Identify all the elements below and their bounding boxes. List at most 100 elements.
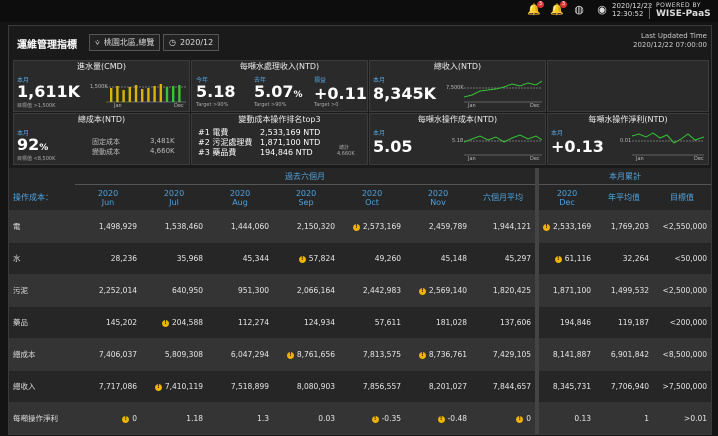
table-cell: ! 0 (471, 402, 538, 434)
top3-cost-card[interactable]: 變動成本操作排名top3 #1 電費 2,533,169 NTD #2 污泥處理費… (191, 113, 368, 165)
user-icon[interactable]: ◉ (597, 3, 607, 16)
warning-icon[interactable]: ! (371, 415, 379, 423)
table-cell: 49,260 (339, 242, 405, 275)
notification-badge: 3 (537, 1, 544, 8)
intake-bar (128, 87, 131, 102)
topbar-divider (649, 3, 650, 19)
table-row[interactable]: 總收入 7,717,086! 7,410,119 7,518,899 8,080,903… (9, 370, 712, 403)
warning-icon[interactable]: ! (437, 415, 445, 423)
top3-title: 變動成本操作排名top3 (238, 115, 321, 124)
table-cell: 6,047,294 (207, 338, 273, 371)
intake-ref-label: 1,500K (90, 84, 108, 90)
warning-icon[interactable]: ! (154, 383, 162, 391)
col-yearly-avg: 年平均值 (608, 193, 641, 202)
intake-bar (110, 88, 113, 102)
intake-card[interactable]: 進水量(CMD) 本月 1,611K 目標值 >1,500K 1,500K Ja… (13, 60, 190, 112)
warning-icon[interactable]: ! (554, 255, 562, 263)
top3-total-value: 4,660K (337, 151, 355, 157)
cell-value: 6,901,842 (610, 350, 650, 359)
intake-bar (165, 87, 169, 102)
table-cell: 124,934 (273, 306, 339, 339)
warning-icon[interactable]: ! (418, 351, 426, 359)
table-row[interactable]: 每噸操作淨利! 0 1.18 1.3 0.03! -0.35! -0.48! 0 0.13 1 >0… (9, 402, 712, 434)
cell-value: >7,500,000 (662, 382, 708, 391)
profit-per-ton-trend-line (632, 132, 704, 144)
table-row[interactable]: 總成本 7,406,037 5,809,308 6,047,294! 8,761,656… (9, 338, 712, 371)
globe-icon[interactable]: ◍ (574, 3, 584, 16)
col-year-3: 2020 (229, 188, 251, 198)
date-picker-button[interactable]: ◷ 2020/12 (163, 34, 220, 51)
table-cell: ! 2,573,169 (339, 210, 405, 243)
alert-badge: 3 (560, 1, 567, 8)
col-month-2: 2020 Jul (141, 185, 207, 211)
rpt-this-year-label: 今年 (196, 77, 209, 84)
warning-icon[interactable]: ! (418, 287, 426, 295)
warning-icon[interactable]: ! (161, 319, 169, 327)
col-year-1: 2020 (97, 188, 119, 198)
cell-value: 1,769,203 (610, 222, 650, 231)
col-month-3: 2020 Aug (207, 185, 273, 211)
table-cell: 137,606 (471, 306, 538, 339)
table-cell: 0.13 (535, 402, 596, 434)
total-revenue-dec: Dec (530, 103, 540, 109)
table-cell: 112,274 (207, 306, 273, 339)
intake-bar (159, 84, 162, 102)
region-filter-button[interactable]: ⩒ 桃園北區,總覽 (89, 34, 161, 51)
col-name-2: Jul (169, 197, 179, 207)
cost-per-ton-value: 5.05 (373, 137, 413, 156)
cell-value: <200,000 (669, 318, 708, 327)
warning-icon[interactable]: ! (286, 351, 294, 359)
table-cell: 145,202 (75, 306, 141, 339)
table-cell: 5,809,308 (141, 338, 207, 371)
cell-value: 2,252,014 (98, 286, 137, 295)
cell-value: 28,236 (110, 254, 137, 263)
table-cell: 2,066,164 (273, 274, 339, 307)
table-row[interactable]: 污泥 2,252,014 640,950 951,300 2,066,164 2,442,… (9, 274, 712, 307)
alert-bell-icon[interactable]: 🔔 3 (550, 1, 567, 16)
table-cell: 7,406,037 (75, 338, 141, 371)
rpt-last-year-label: 去年 (254, 77, 267, 84)
warning-icon[interactable]: ! (352, 223, 360, 231)
cost-per-ton-card[interactable]: 每噸水操作成本(NTD) 本月 5.05 5.18 Jan Dec (369, 113, 546, 165)
table-row[interactable]: 電 1,498,929 1,538,460 1,444,060 2,150,320! 2,… (9, 210, 712, 243)
warning-icon[interactable]: ! (543, 223, 551, 231)
cell-value: 45,297 (504, 254, 532, 263)
table-row[interactable]: 藥品 145,202! 204,588 112,274 124,934 57,611 181… (9, 306, 712, 339)
cell-value: 7,518,899 (230, 382, 269, 391)
cell-value: -0.48 (447, 414, 467, 423)
cell-value: 0 (132, 414, 137, 423)
row-label: 污泥 (9, 274, 75, 307)
table-cell: <2,550,000 (653, 210, 712, 243)
cell-value: 2,442,983 (362, 286, 401, 295)
cell-value: 7,844,657 (492, 382, 532, 391)
cell-value: 5,809,308 (164, 350, 203, 359)
intake-jan-label: Jan (114, 103, 122, 109)
total-revenue-trend-line (464, 80, 542, 98)
rpt-last-year-value: 5.07% (254, 83, 303, 104)
warning-icon[interactable]: ! (122, 415, 130, 423)
table-cell: ! 2,533,169 (535, 210, 596, 243)
row-label: 電 (9, 210, 75, 243)
col-year-4: 2020 (295, 188, 317, 198)
top-icons: 🔔 3 🔔 3 ◍ ◉ (527, 1, 608, 16)
current-date: 2020/12/22 (612, 2, 653, 10)
brand-logo: POWERED BY WISE-PaaS (656, 2, 711, 19)
total-revenue-card[interactable]: 總收入(NTD) 本月 8,345K 7,500K Jan Dec (369, 60, 546, 112)
total-cost-card[interactable]: 總成本(NTD) 本月 92% 目標值 <8,500K 固定成本 3,481K … (13, 113, 190, 165)
table-row[interactable]: 水 28,236 35,968 45,344! 57,824 49,260 45,148 45… (9, 242, 712, 275)
table-cell: ! 8,736,761 (405, 338, 471, 371)
intake-bar (147, 88, 150, 102)
table-cell: 1.3 (207, 402, 273, 434)
warning-icon[interactable]: ! (516, 415, 524, 423)
cell-value: 204,588 (171, 318, 203, 327)
cell-value: 7,706,940 (610, 382, 650, 391)
revenue-per-ton-card[interactable]: 每噸水處理收入(NTD) 今年 5.18 Target >90% 去年 5.07… (191, 60, 368, 112)
table-cell: ! 2,569,140 (405, 274, 471, 307)
warning-icon[interactable]: ! (298, 255, 306, 263)
table-cell: 2,252,014 (75, 274, 141, 307)
table-cell: 194,846 (535, 306, 596, 339)
profit-per-ton-sub: 本月 (551, 130, 564, 137)
notification-bell-icon[interactable]: 🔔 3 (527, 1, 544, 16)
table-cell: 7,844,657 (471, 370, 538, 403)
profit-per-ton-card[interactable]: 每噸水操作淨利(NTD) 本月 +0.13 0.01 Jan Dec (547, 113, 709, 165)
